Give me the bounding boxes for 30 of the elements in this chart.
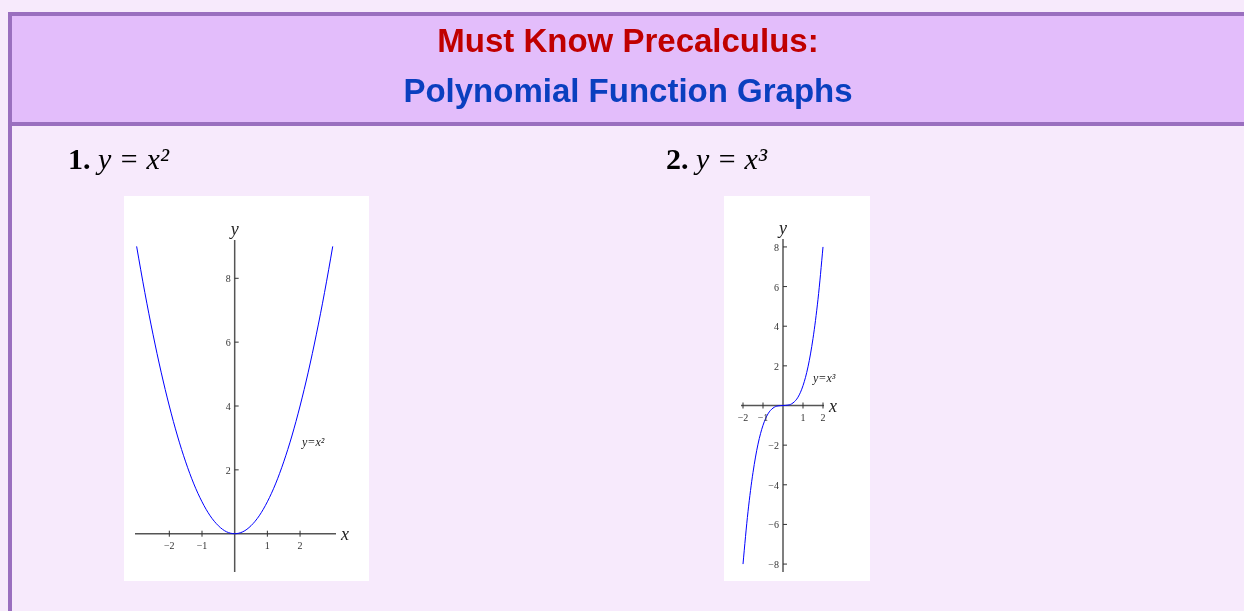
annotation: y=x² [301,435,325,449]
y-tick-label: 2 [774,360,779,372]
y-tick-label: −6 [768,519,779,531]
text: Must Know Precalculus: [436,22,820,60]
text: Polynomial Function Graphs [402,72,854,110]
y-tick-label: −4 [768,479,779,491]
x-tick-label: 1 [264,539,270,551]
x-tick-label: −1 [196,539,208,551]
x-axis-title: x [340,524,349,545]
line-series [136,245,334,535]
x-tick-label: −2 [737,411,749,423]
y-tick-label: 6 [225,337,231,349]
x-tick-label: −2 [164,539,175,551]
x-tick-label: 2 [297,539,303,551]
chart-title: 1. y = x² [68,142,169,175]
x-tick-label: 1 [800,411,806,423]
y-tick-label: 8 [774,241,779,253]
y-tick-label: 8 [225,273,231,285]
y-axis-title: y [228,219,239,239]
y-tick-label: 4 [225,401,231,412]
y-tick-label: 6 [774,281,779,293]
x-axis-title: x [828,395,837,416]
y-tick-label: 4 [774,321,779,333]
chart-title: 2. y = x³ [666,142,767,175]
annotation: y=x³ [812,371,836,385]
y-axis-title: y [777,218,787,238]
y-tick-label: −8 [768,559,779,571]
x-tick-label: 2 [820,411,826,423]
y-tick-label: 2 [225,464,231,476]
y-tick-label: −2 [768,440,779,452]
